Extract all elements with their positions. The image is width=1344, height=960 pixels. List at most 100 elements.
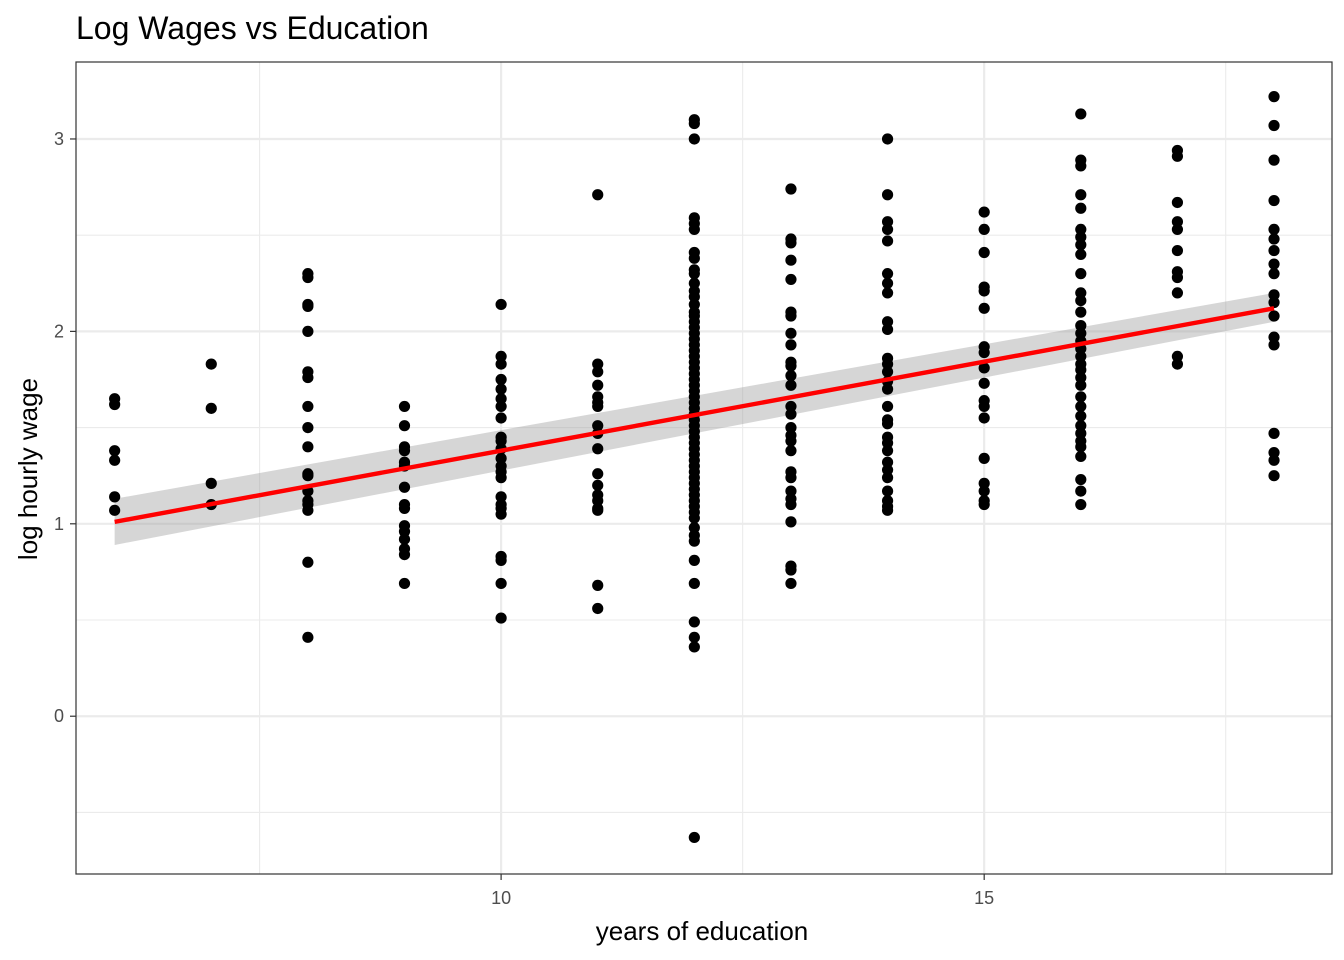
data-point [398,525,411,538]
y-tick-label: 0 [54,706,64,726]
data-point [1075,320,1087,332]
data-point [1171,216,1184,228]
data-point [978,206,990,218]
data-point [398,577,411,590]
data-point [978,452,990,464]
data-point [688,616,700,628]
data-point [1268,447,1280,459]
data-point [1075,306,1087,318]
data-point [1268,119,1280,132]
data-point [688,252,700,264]
y-tick-label: 1 [54,514,64,534]
data-point [881,235,894,247]
data-point [1075,160,1087,172]
data-point [881,472,894,484]
fit-line-layer [114,306,1275,525]
data-point [881,464,894,476]
data-point [1171,223,1184,236]
data-point [688,831,700,844]
data-point [881,133,894,145]
y-axis-title: log hourly wage [13,378,43,560]
data-point [495,400,507,413]
data-point [785,564,797,576]
data-point [785,254,797,266]
data-point [785,237,797,249]
data-point [1075,327,1087,339]
data-point [881,358,894,370]
data-point [1075,364,1087,376]
data-point [978,377,990,389]
data-point [978,223,990,236]
data-point [978,362,990,374]
data-point [495,491,507,503]
data-point [785,435,797,447]
data-point [978,302,990,314]
data-point [1075,268,1087,280]
data-point [1268,427,1280,439]
chart-title: Log Wages vs Education [76,10,429,46]
data-point [1268,223,1280,236]
data-point [881,445,894,457]
data-point [1075,223,1087,236]
data-point [495,577,507,590]
data-point [1268,194,1280,207]
data-point [302,556,314,568]
data-point [688,223,700,236]
data-point [302,325,314,337]
data-point [1171,350,1184,362]
y-tick-label: 3 [54,129,64,149]
data-point [785,273,797,286]
data-point [688,535,700,547]
data-point [1075,410,1087,422]
data-point [1075,473,1087,486]
data-point [1075,485,1087,497]
data-point [495,508,507,520]
grid-layer [76,62,1332,874]
data-point [688,291,700,303]
data-point [688,631,700,643]
data-point [785,472,797,484]
data-point [1075,427,1087,439]
data-point [495,393,507,405]
data-point [881,189,894,201]
data-point [1171,244,1184,257]
ticks-layer: 10 15 0 1 2 3 [54,129,994,908]
data-point [592,366,604,378]
data-point [592,579,604,591]
data-point [495,383,507,395]
data-point [1268,244,1280,257]
data-point [1268,331,1280,343]
data-point [495,435,507,447]
data-point [109,504,121,516]
data-point [495,452,507,464]
data-point [785,408,797,420]
data-point [785,577,797,590]
data-point [398,502,411,515]
data-point [881,287,894,299]
data-point [785,421,797,434]
data-point [688,554,700,566]
data-point [881,268,894,280]
data-point [302,421,314,434]
panel-border [75,61,1333,875]
y-tick-label: 2 [54,321,64,341]
data-point [688,117,700,130]
data-point [1268,268,1280,280]
data-point [592,495,604,507]
data-point [881,437,894,449]
data-point [205,358,217,370]
data-point [881,400,894,413]
data-point [1075,400,1087,413]
data-point [1171,287,1184,299]
data-point [495,612,507,624]
data-point [205,477,217,489]
data-point [302,300,314,312]
data-point [785,339,797,351]
data-point [592,189,604,201]
data-point [1268,296,1280,309]
data-point [881,485,894,497]
data-point [398,533,411,545]
data-point [1268,289,1280,301]
x-axis-title: years of education [596,916,808,946]
data-point [785,379,797,391]
